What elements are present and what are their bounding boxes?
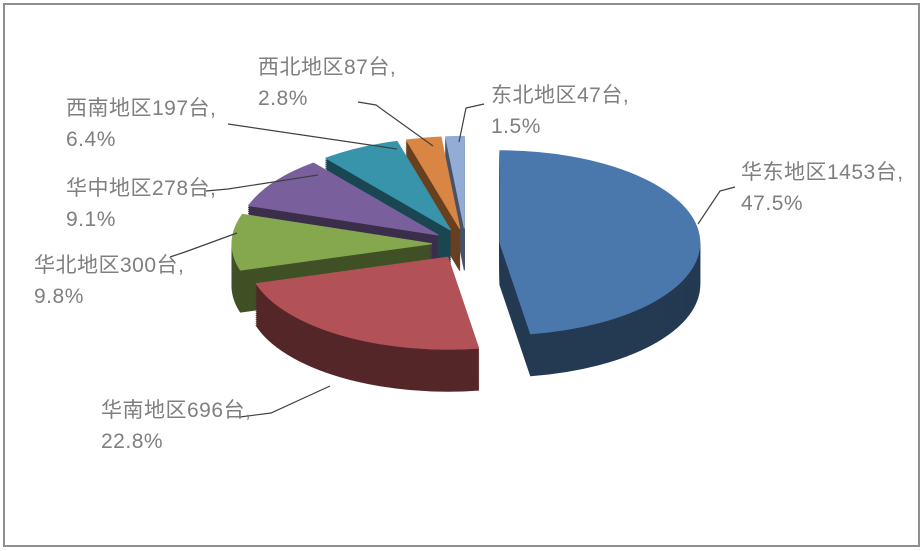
pie-slice-dongbei [444, 135, 465, 229]
pie-label-line2: 2.8% [258, 87, 308, 110]
pie-label-line2: 22.8% [101, 430, 164, 453]
pie-slice-huanan [255, 256, 480, 350]
pie-label-huadong: 华东地区1453台, 47.5% [741, 157, 904, 219]
pie-label-line2: 6.4% [66, 128, 116, 151]
pie-label-line1: 西南地区197台, [66, 97, 217, 120]
pie-label-huazhong: 华中地区278台, 9.1% [66, 173, 216, 235]
pie-slice-xinan [324, 140, 452, 231]
pie-label-line2: 47.5% [741, 192, 804, 215]
leader-line-huadong [697, 186, 736, 225]
pie-label-line2: 9.1% [66, 208, 116, 231]
pie-label-line1: 华东地区1453台, [741, 161, 904, 184]
pie-label-line1: 东北地区47台, [491, 84, 630, 107]
pie-label-huabei: 华北地区300台, 9.8% [34, 250, 184, 312]
pie-slice-huabei [231, 213, 433, 271]
pie-label-line1: 华北地区300台, [34, 254, 185, 277]
leader-line-huanan [239, 385, 331, 418]
leader-line-dongbei [458, 103, 485, 143]
pie-slice-xibei [405, 136, 461, 229]
pie-label-xinan: 西南地区197台, 6.4% [66, 93, 216, 155]
pie-slice-huadong [499, 150, 701, 335]
pie-label-line1: 华中地区278台, [66, 177, 217, 200]
pie-label-xibei: 西北地区87台, 2.8% [258, 52, 396, 114]
leader-line-huazhong [205, 174, 319, 192]
leader-line-xinan [227, 123, 398, 150]
leader-line-huabei [169, 232, 238, 258]
leader-line-xibei [357, 101, 434, 147]
pie-label-line1: 西北地区87台, [258, 56, 397, 79]
pie-label-line2: 1.5% [491, 115, 541, 138]
pie-label-dongbei: 东北地区47台, 1.5% [491, 80, 629, 142]
pie-label-line2: 9.8% [34, 285, 84, 308]
pie-label-huanan: 华南地区696台, 22.8% [101, 395, 251, 457]
pie-label-line1: 华南地区696台, [101, 399, 252, 422]
